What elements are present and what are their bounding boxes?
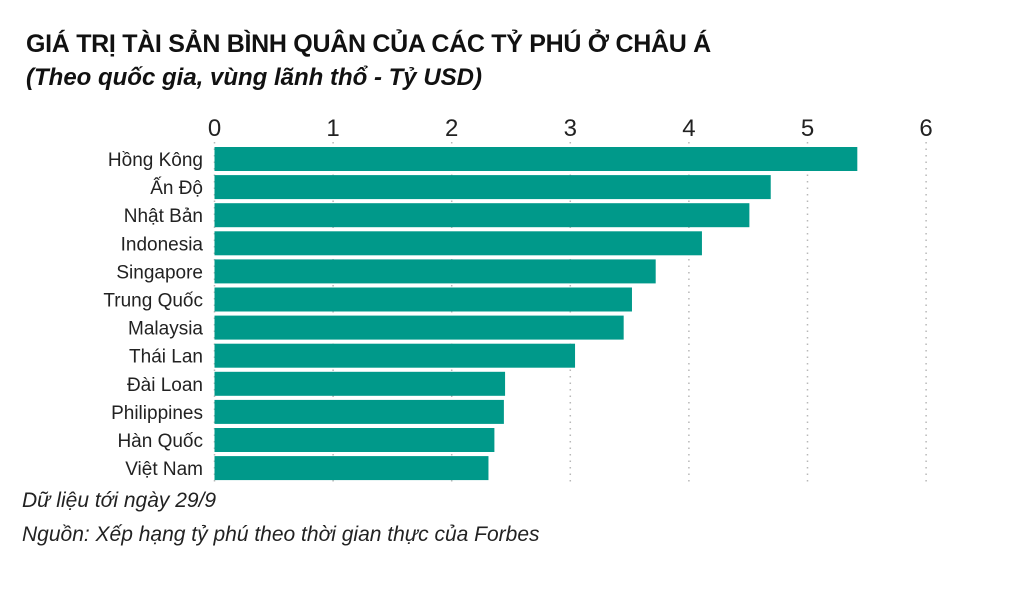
bar (214, 371, 506, 396)
category-label: Indonesia (121, 234, 204, 255)
date-note: Dữ liệu tới ngày 29/9 (22, 489, 217, 512)
category-label: Philippines (111, 403, 203, 424)
category-label: Việt Nam (125, 459, 203, 480)
category-label: Malaysia (128, 319, 203, 340)
chart-subtitle: (Theo quốc gia, vùng lãnh thổ - Tỷ USD) (26, 64, 482, 91)
x-tick-label: 3 (564, 115, 577, 142)
source-note: Nguồn: Xếp hạng tỷ phú theo thời gian th… (22, 523, 540, 546)
x-tick-label: 4 (682, 115, 695, 142)
category-label: Đài Loan (127, 375, 203, 396)
bar (214, 147, 858, 171)
bar (214, 287, 632, 312)
category-label: Singapore (116, 262, 203, 283)
category-label: Ấn Độ (150, 177, 203, 199)
x-tick-label: 5 (801, 115, 814, 142)
bar (214, 259, 656, 284)
x-tick-label: 0 (208, 115, 221, 142)
category-label: Trung Quốc (103, 291, 203, 312)
bar (214, 203, 750, 228)
chart-title: GIÁ TRỊ TÀI SẢN BÌNH QUÂN CỦA CÁC TỶ PHÚ… (26, 30, 711, 58)
bar (214, 428, 495, 452)
bar (214, 231, 702, 256)
bar (214, 315, 624, 340)
category-label: Hồng Kông (108, 150, 203, 171)
bar (214, 175, 771, 200)
category-label: Hàn Quốc (117, 431, 203, 452)
x-tick-label: 2 (445, 115, 458, 142)
category-label: Nhật Bản (124, 206, 203, 227)
category-label: Thái Lan (129, 347, 203, 368)
x-tick-label: 6 (919, 115, 932, 142)
bar (214, 456, 489, 481)
bar (214, 343, 576, 368)
x-tick-label: 1 (326, 115, 339, 142)
bar (214, 399, 504, 424)
bar-chart: 0 1 2 3 4 5 6 Hồng Kông Ấn Độ Nhật Bản Indonesia Si… (103, 115, 933, 482)
